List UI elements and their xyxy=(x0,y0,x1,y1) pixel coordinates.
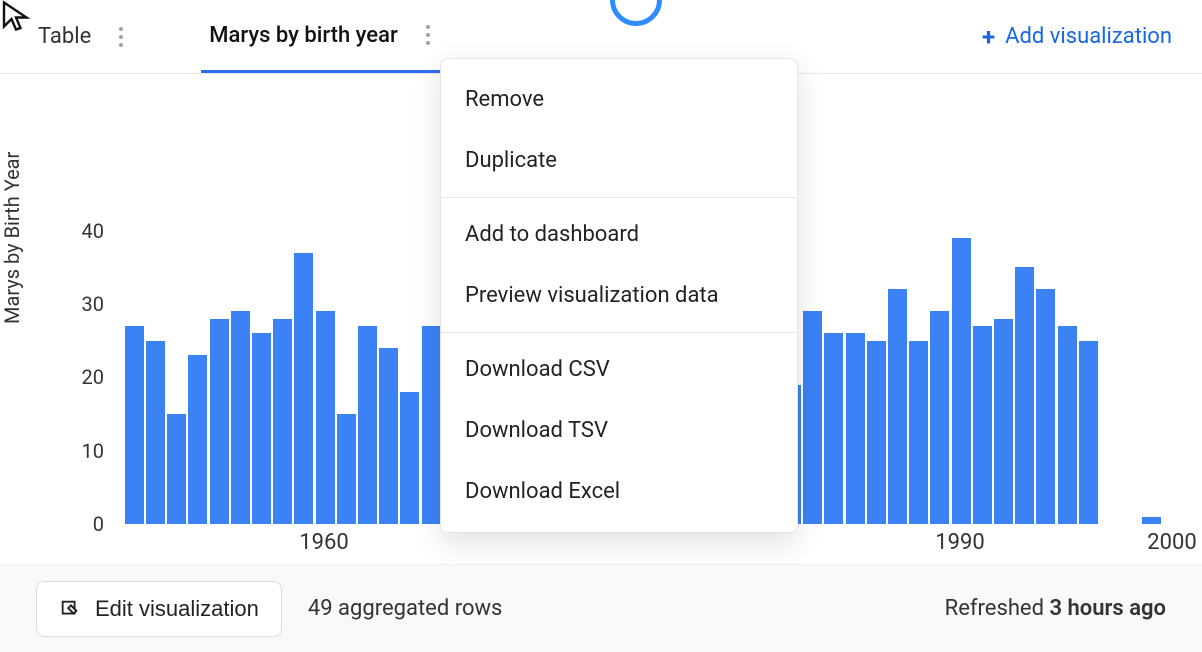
chart-bar xyxy=(422,326,441,524)
add-visualization-button[interactable]: + Add visualization xyxy=(982,24,1172,49)
tab-label: Marys by birth year xyxy=(209,23,397,48)
chart-bar xyxy=(824,333,843,524)
chart-bar xyxy=(973,326,992,524)
chart-bar xyxy=(994,319,1013,524)
menu-item-remove[interactable]: Remove xyxy=(441,69,797,130)
chart-bar xyxy=(867,341,886,524)
menu-item-download-excel[interactable]: Download Excel xyxy=(441,461,797,522)
chart-bar xyxy=(1079,341,1098,524)
chart-bar xyxy=(930,311,949,524)
chart-bar xyxy=(146,341,165,524)
chart-bar xyxy=(167,414,186,524)
chart-bar xyxy=(358,326,377,524)
edit-visualization-label: Edit visualization xyxy=(95,596,259,622)
add-visualization-label: Add visualization xyxy=(1005,24,1172,49)
x-tick: 1990 xyxy=(935,530,984,555)
chart-bar xyxy=(316,311,335,524)
menu-item-download-tsv[interactable]: Download TSV xyxy=(441,400,797,461)
chart-bar xyxy=(1058,326,1077,524)
chart-bar xyxy=(1142,517,1161,524)
menu-item-preview-data[interactable]: Preview visualization data xyxy=(441,265,797,326)
menu-item-duplicate[interactable]: Duplicate xyxy=(441,130,797,191)
tab-label: Table xyxy=(38,24,91,49)
chart-bar xyxy=(231,311,250,524)
menu-separator xyxy=(441,197,797,198)
chart-bar xyxy=(337,414,356,524)
menu-item-add-to-dashboard[interactable]: Add to dashboard xyxy=(441,204,797,265)
chart-bar xyxy=(188,355,207,524)
chart-bar xyxy=(273,319,292,524)
visualization-context-menu: Remove Duplicate Add to dashboard Previe… xyxy=(440,58,798,533)
tab-table[interactable]: Table xyxy=(30,0,141,73)
chart-bar xyxy=(294,253,313,524)
chart-bar xyxy=(400,392,419,524)
kebab-icon[interactable] xyxy=(416,19,440,51)
menu-separator xyxy=(441,332,797,333)
y-tick: 30 xyxy=(54,292,104,316)
x-axis: 196019902000 xyxy=(112,530,1172,560)
y-axis: 010203040 xyxy=(54,194,104,524)
chart-bar xyxy=(888,289,907,524)
y-tick: 20 xyxy=(54,365,104,389)
chart-bar xyxy=(846,333,865,524)
y-axis-label: Marys by Birth Year xyxy=(0,152,24,324)
chart-bar xyxy=(379,348,398,524)
y-tick: 0 xyxy=(54,512,104,536)
chart-bar xyxy=(252,333,271,524)
plus-icon: + xyxy=(982,25,995,49)
y-tick: 10 xyxy=(54,439,104,463)
y-tick: 40 xyxy=(54,219,104,243)
chart-bar xyxy=(952,238,971,524)
menu-item-download-csv[interactable]: Download CSV xyxy=(441,339,797,400)
chart-bar xyxy=(909,341,928,524)
chart-bar xyxy=(1036,289,1055,524)
chart-bar xyxy=(1015,267,1034,524)
edit-visualization-button[interactable]: Edit visualization xyxy=(36,581,282,637)
chart-bar xyxy=(210,319,229,524)
aggregated-rows-text: 49 aggregated rows xyxy=(308,596,503,621)
refreshed-text: Refreshed 3 hours ago xyxy=(945,596,1166,621)
edit-icon xyxy=(59,598,81,620)
tab-marys-by-birth-year[interactable]: Marys by birth year xyxy=(201,0,447,73)
refreshed-value: 3 hours ago xyxy=(1049,596,1166,621)
tab-group: Table Marys by birth year xyxy=(30,0,448,73)
x-tick: 2000 xyxy=(1147,530,1196,555)
x-tick: 1960 xyxy=(299,530,348,555)
kebab-icon[interactable] xyxy=(109,21,133,53)
refreshed-prefix: Refreshed xyxy=(945,596,1050,621)
chart-bar xyxy=(125,326,144,524)
chart-bar xyxy=(803,311,822,524)
footer-bar: Edit visualization 49 aggregated rows Re… xyxy=(0,564,1202,652)
